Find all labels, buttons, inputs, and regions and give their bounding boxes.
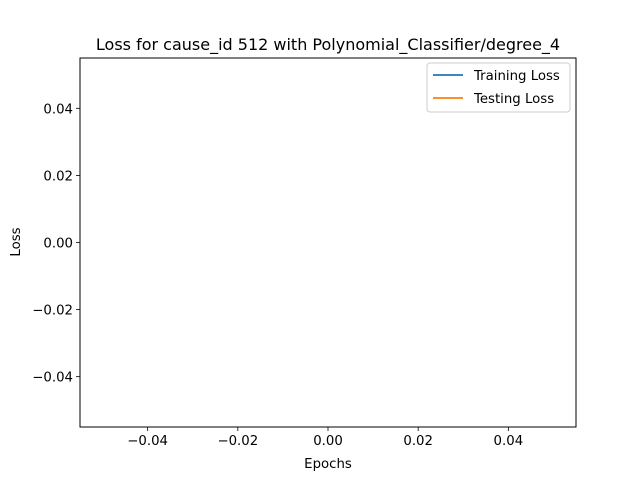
x-tick-label: −0.04: [127, 434, 168, 449]
y-tick-label: 0.02: [43, 169, 73, 184]
y-tick-label: −0.02: [32, 304, 73, 319]
x-tick-label: 0.00: [313, 434, 343, 449]
x-tick-label: 0.04: [494, 434, 524, 449]
x-axis-label: Epochs: [304, 457, 352, 472]
chart-title: Loss for cause_id 512 with Polynomial_Cl…: [96, 35, 560, 55]
plot-area: [79, 57, 577, 428]
x-tick-label: −0.02: [217, 434, 258, 449]
y-tick-label: 0.00: [43, 237, 73, 252]
x-tick-label: 0.02: [403, 434, 433, 449]
y-axis-label: Loss: [9, 227, 24, 256]
y-tick-label: 0.04: [43, 102, 73, 117]
x-axis-ticks: −0.04 −0.02 0.00 0.02 0.04: [127, 427, 523, 449]
legend: Training Loss Testing Loss: [426, 62, 571, 113]
legend-label-training-loss: Training Loss: [473, 69, 560, 84]
y-tick-label: −0.04: [32, 371, 73, 386]
legend-label-testing-loss: Testing Loss: [473, 92, 554, 107]
y-axis-ticks: −0.04 −0.02 0.00 0.02 0.04: [32, 102, 80, 386]
